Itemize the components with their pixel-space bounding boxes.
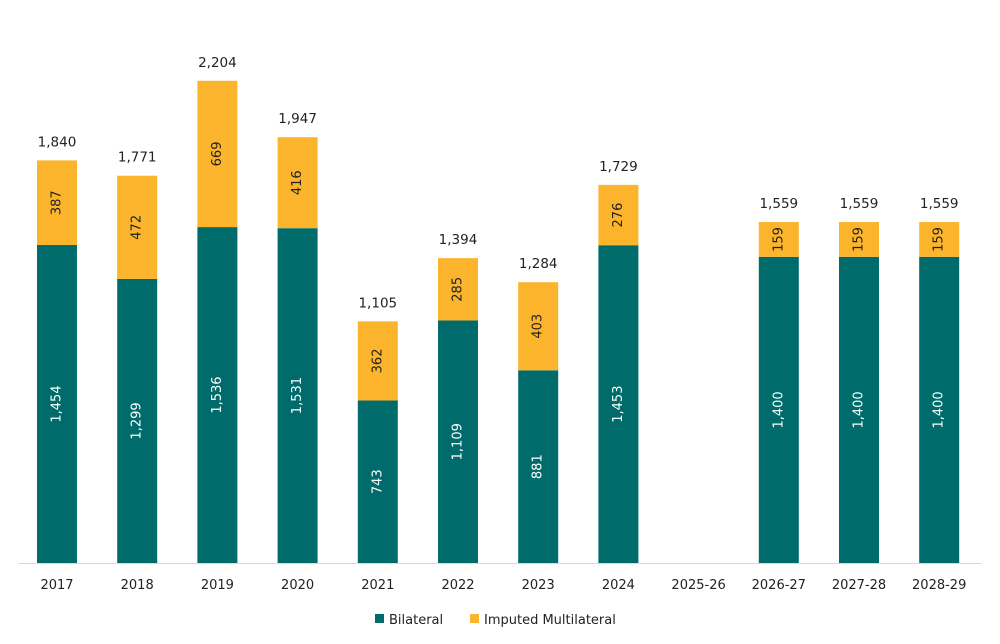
bar-imputed-multilateral bbox=[277, 137, 318, 229]
data-label-imputed-multilateral: 669 bbox=[210, 142, 225, 167]
data-label-bilateral: 1,454 bbox=[50, 385, 65, 422]
data-label-bilateral: 1,299 bbox=[130, 402, 145, 439]
bar-bilateral bbox=[117, 278, 158, 563]
x-tick-label: 2023 bbox=[522, 578, 555, 593]
data-label-total: 1,394 bbox=[439, 232, 478, 248]
data-label-bilateral: 743 bbox=[370, 469, 385, 494]
bar-imputed-multilateral bbox=[197, 80, 238, 228]
bar-imputed-multilateral bbox=[518, 282, 559, 371]
data-label-imputed-multilateral: 159 bbox=[852, 227, 867, 252]
bar-imputed-multilateral bbox=[357, 321, 398, 401]
data-label-imputed-multilateral: 472 bbox=[130, 215, 145, 240]
bar-bilateral bbox=[919, 256, 960, 563]
x-tick-label: 2019 bbox=[201, 578, 234, 593]
data-label-total: 1,284 bbox=[519, 256, 558, 272]
bar-imputed-multilateral bbox=[919, 222, 960, 257]
bar-bilateral bbox=[598, 245, 639, 564]
data-label-total: 1,559 bbox=[920, 196, 959, 212]
bar-imputed-multilateral bbox=[839, 222, 879, 257]
x-tick-label: 2021 bbox=[361, 578, 394, 593]
data-label-bilateral: 1,531 bbox=[290, 377, 305, 414]
x-tick-label: 2028-29 bbox=[912, 578, 966, 593]
data-label-bilateral: 1,400 bbox=[932, 391, 947, 428]
legend-swatch-imputed-multilateral bbox=[470, 614, 479, 623]
data-label-total: 2,204 bbox=[198, 55, 237, 71]
legend-label-imputed-multilateral: Imputed Multilateral bbox=[484, 613, 616, 628]
legend: Bilateral Imputed Multilateral bbox=[375, 613, 616, 628]
bar-imputed-multilateral bbox=[438, 258, 478, 321]
data-label-imputed-multilateral: 403 bbox=[531, 314, 546, 339]
bar-bilateral bbox=[357, 400, 398, 563]
bar-bilateral bbox=[438, 320, 478, 563]
data-label-imputed-multilateral: 159 bbox=[932, 227, 947, 252]
legend-label-bilateral: Bilateral bbox=[389, 613, 443, 628]
data-label-total: 1,105 bbox=[358, 295, 397, 311]
x-tick-label: 2020 bbox=[281, 578, 314, 593]
data-label-imputed-multilateral: 285 bbox=[451, 277, 466, 302]
bar-bilateral bbox=[758, 256, 799, 563]
x-tick-label: 2024 bbox=[602, 578, 635, 593]
data-label-imputed-multilateral: 416 bbox=[290, 170, 305, 195]
data-label-total: 1,729 bbox=[599, 159, 638, 175]
bar-imputed-multilateral bbox=[598, 184, 639, 246]
x-tick-label: 2022 bbox=[441, 578, 474, 593]
bar-bilateral bbox=[197, 227, 238, 564]
data-label-bilateral: 881 bbox=[531, 454, 546, 479]
x-tick-label: 2027-28 bbox=[832, 578, 886, 593]
data-label-bilateral: 1,109 bbox=[451, 423, 466, 460]
data-label-bilateral: 1,453 bbox=[611, 386, 626, 423]
x-tick-label: 2017 bbox=[40, 578, 73, 593]
legend-swatch-bilateral bbox=[375, 614, 384, 623]
data-label-imputed-multilateral: 362 bbox=[370, 349, 385, 374]
data-label-total: 1,771 bbox=[118, 150, 157, 166]
data-label-imputed-multilateral: 387 bbox=[50, 190, 65, 215]
x-tick-label: 2025-26 bbox=[671, 578, 725, 593]
bar-bilateral bbox=[37, 245, 77, 563]
bar-imputed-multilateral bbox=[37, 160, 77, 246]
x-tick-label: 2026-27 bbox=[752, 578, 806, 593]
bar-bilateral bbox=[277, 228, 318, 563]
data-label-imputed-multilateral: 159 bbox=[771, 227, 786, 252]
data-label-total: 1,947 bbox=[278, 111, 317, 127]
bar-bilateral bbox=[839, 256, 879, 563]
data-label-bilateral: 1,400 bbox=[771, 391, 786, 428]
x-tick-label: 2018 bbox=[121, 578, 154, 593]
data-label-imputed-multilateral: 276 bbox=[611, 203, 626, 228]
data-label-total: 1,559 bbox=[759, 196, 798, 212]
data-label-total: 1,559 bbox=[840, 196, 879, 212]
bar-imputed-multilateral bbox=[117, 175, 158, 279]
data-label-bilateral: 1,536 bbox=[210, 376, 225, 413]
bar-imputed-multilateral bbox=[758, 222, 799, 257]
data-label-bilateral: 1,400 bbox=[852, 391, 867, 428]
data-label-total: 1,840 bbox=[38, 134, 77, 150]
bar-bilateral bbox=[518, 370, 559, 563]
